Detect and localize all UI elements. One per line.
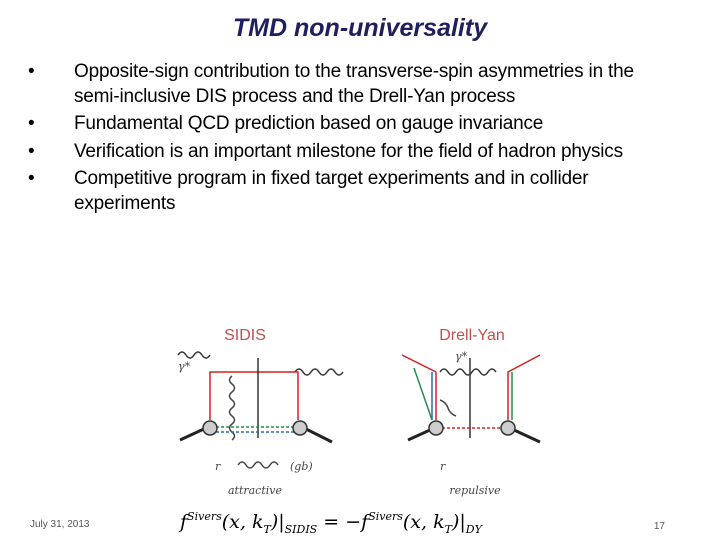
photon-label: γ* xyxy=(178,360,191,373)
footer-date: July 31, 2013 xyxy=(30,519,90,530)
formula-part: T xyxy=(263,523,272,536)
bullet: Competitive program in fixed target expe… xyxy=(28,167,673,216)
formula-part: SIDIS xyxy=(285,523,318,536)
dy-diagram xyxy=(401,354,541,444)
gluon-label: (gb) xyxy=(290,460,313,473)
formula-part: = −f xyxy=(317,511,371,533)
bullet: Opposite-sign contribution to the transv… xyxy=(28,60,673,109)
remnant-label: r xyxy=(440,460,446,473)
diagram-caption: repulsive xyxy=(449,484,501,497)
formula: fSivers(x, kT)|SIDIS = −fSivers(x, kT)|D… xyxy=(178,510,484,536)
formula-part: )| xyxy=(451,511,466,533)
slide-title: TMD non-universality xyxy=(232,14,488,42)
bullet: Verification is an important milestone f… xyxy=(28,140,673,165)
formula-part: Sivers xyxy=(187,510,222,523)
formula-part: )| xyxy=(270,511,285,533)
diagram-label: Drell-Yan xyxy=(439,327,505,344)
remnant-label: r xyxy=(215,460,221,473)
formula-part: (x, k xyxy=(403,511,445,533)
formula-part: f xyxy=(178,511,190,533)
diagram-label: SIDIS xyxy=(224,327,266,344)
formula-part: T xyxy=(445,523,454,536)
bullet: Fundamental QCD prediction based on gaug… xyxy=(28,112,673,137)
formula-part: Sivers xyxy=(368,510,403,523)
sidis-diagram xyxy=(177,351,344,469)
bullet-list: Opposite-sign contribution to the transv… xyxy=(28,60,673,219)
formula-part: DY xyxy=(465,523,484,536)
page-number: 17 xyxy=(654,521,666,532)
diagram-caption: attractive xyxy=(228,484,283,497)
formula-part: (x, k xyxy=(222,511,264,533)
photon-label: γ* xyxy=(455,350,468,363)
